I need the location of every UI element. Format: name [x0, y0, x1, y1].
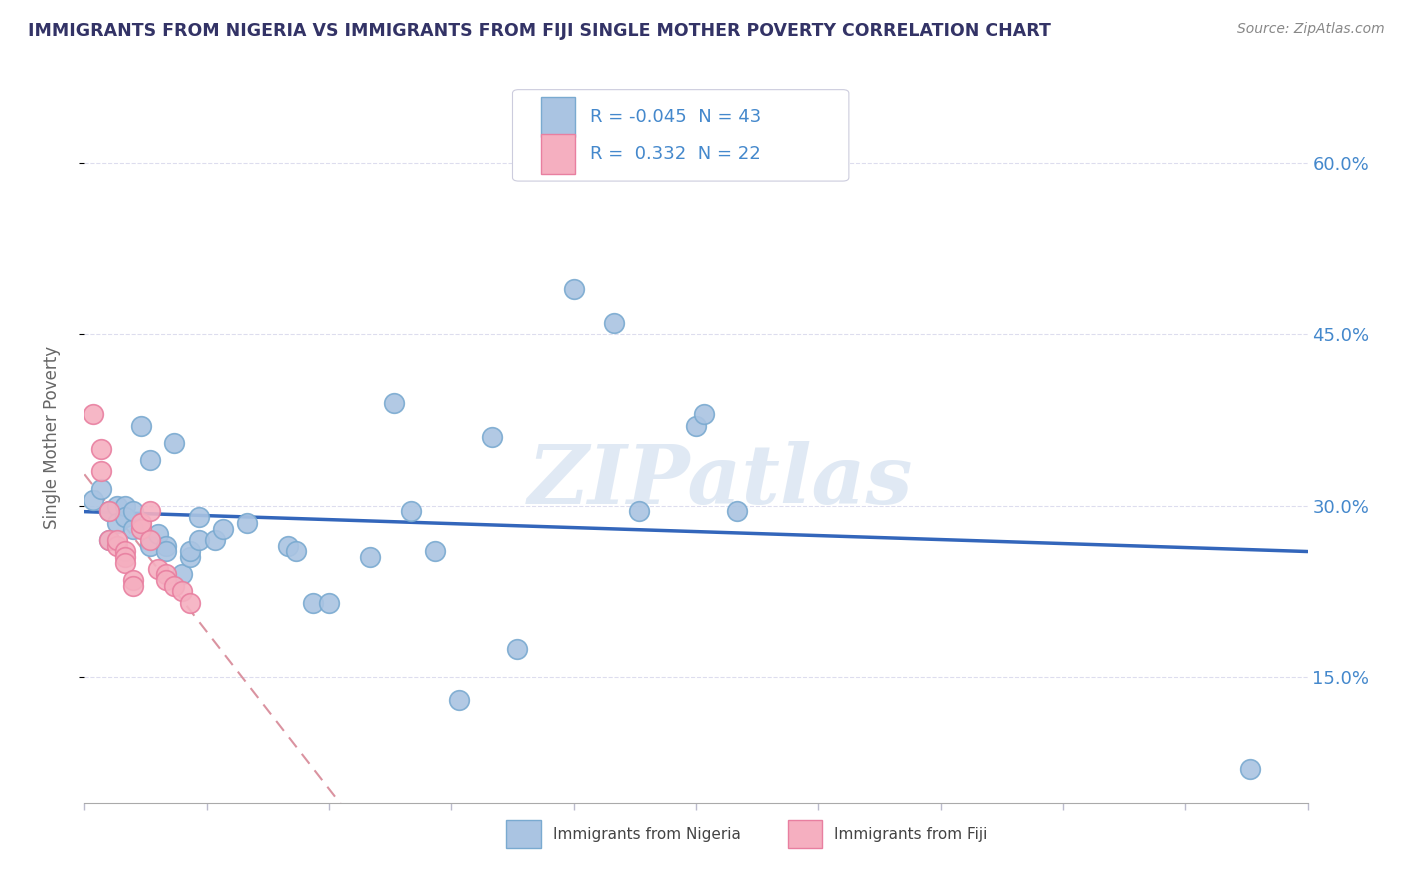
FancyBboxPatch shape: [541, 134, 575, 174]
Point: [146, 561, 169, 575]
Point: [603, 316, 626, 330]
Point: [382, 396, 405, 410]
Point: [285, 544, 308, 558]
Point: [449, 693, 471, 707]
Point: [97, 533, 120, 547]
Point: [155, 567, 177, 582]
Point: [163, 435, 186, 450]
Point: [423, 544, 446, 558]
Point: [236, 516, 259, 530]
Point: [155, 573, 177, 587]
Point: [562, 281, 585, 295]
Point: [627, 504, 650, 518]
Point: [172, 567, 194, 582]
FancyBboxPatch shape: [513, 90, 849, 181]
Point: [105, 539, 128, 553]
Point: [97, 533, 120, 547]
Point: [187, 533, 209, 547]
Point: [131, 516, 153, 530]
Point: [97, 504, 120, 518]
Point: [122, 573, 145, 587]
Text: Source: ZipAtlas.com: Source: ZipAtlas.com: [1237, 22, 1385, 37]
Point: [105, 516, 128, 530]
Point: [131, 418, 153, 433]
Point: [481, 430, 503, 444]
Point: [172, 584, 194, 599]
Point: [138, 453, 160, 467]
Point: [90, 464, 112, 478]
Point: [105, 533, 128, 547]
Point: [187, 510, 209, 524]
Point: [138, 533, 160, 547]
Point: [114, 510, 136, 524]
Text: IMMIGRANTS FROM NIGERIA VS IMMIGRANTS FROM FIJI SINGLE MOTHER POVERTY CORRELATIO: IMMIGRANTS FROM NIGERIA VS IMMIGRANTS FR…: [28, 22, 1052, 40]
Point: [204, 533, 226, 547]
Point: [82, 407, 104, 421]
Point: [212, 521, 235, 535]
Point: [693, 407, 716, 421]
Text: R = -0.045  N = 43: R = -0.045 N = 43: [589, 108, 761, 126]
Point: [114, 544, 136, 558]
FancyBboxPatch shape: [541, 97, 575, 137]
Point: [685, 418, 707, 433]
Text: Immigrants from Nigeria: Immigrants from Nigeria: [553, 827, 741, 842]
Y-axis label: Single Mother Poverty: Single Mother Poverty: [42, 345, 60, 529]
Point: [179, 550, 201, 565]
Point: [138, 504, 160, 518]
FancyBboxPatch shape: [787, 821, 823, 848]
Text: Immigrants from Fiji: Immigrants from Fiji: [834, 827, 987, 842]
Point: [163, 579, 186, 593]
Point: [277, 539, 299, 553]
Point: [122, 504, 145, 518]
Point: [131, 521, 153, 535]
Point: [114, 550, 136, 565]
Point: [90, 482, 112, 496]
Point: [301, 596, 323, 610]
Point: [90, 442, 112, 456]
Point: [105, 499, 128, 513]
Point: [1239, 762, 1261, 776]
Point: [122, 579, 145, 593]
Point: [114, 499, 136, 513]
Point: [155, 544, 177, 558]
Point: [179, 544, 201, 558]
Point: [399, 504, 422, 518]
Text: ZIPatlas: ZIPatlas: [527, 441, 912, 521]
Point: [179, 596, 201, 610]
Point: [318, 596, 340, 610]
FancyBboxPatch shape: [506, 821, 541, 848]
Point: [505, 641, 527, 656]
Point: [155, 539, 177, 553]
Point: [82, 492, 104, 507]
Point: [725, 504, 748, 518]
Point: [97, 504, 120, 518]
Point: [114, 556, 136, 570]
Point: [146, 527, 169, 541]
Point: [138, 539, 160, 553]
Point: [122, 521, 145, 535]
Text: R =  0.332  N = 22: R = 0.332 N = 22: [589, 145, 761, 162]
Point: [359, 550, 381, 565]
